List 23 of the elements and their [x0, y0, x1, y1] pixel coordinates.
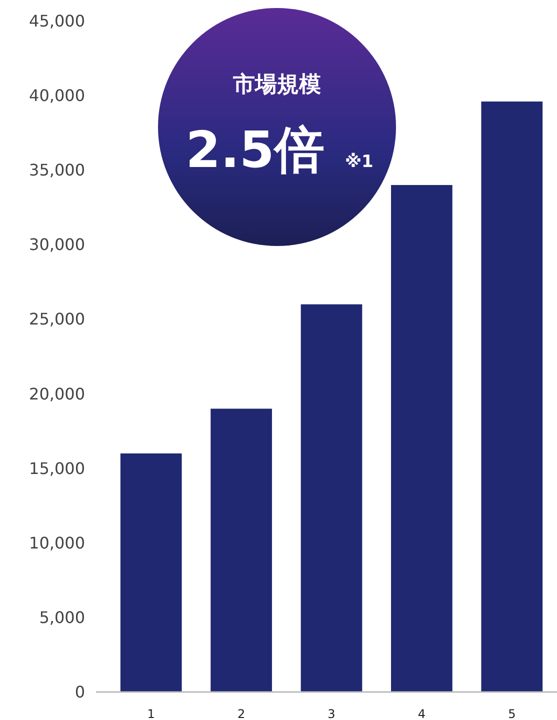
x-tick-label: 5 — [508, 707, 516, 720]
x-tick-label: 2 — [237, 707, 246, 720]
y-tick-label: 35,000 — [29, 160, 85, 180]
annotation: 市場規模 — [232, 72, 321, 98]
bar — [300, 304, 362, 692]
bar — [210, 408, 272, 692]
annotation: ※1 — [345, 152, 374, 172]
y-tick-label: 45,000 — [29, 12, 85, 30]
bar — [120, 453, 182, 692]
y-tick-label: 40,000 — [29, 86, 85, 106]
y-tick-label: 20,000 — [29, 384, 85, 404]
annotation: 2.5倍 — [186, 121, 324, 179]
bar — [391, 185, 452, 692]
y-tick-label: 10,000 — [29, 533, 85, 552]
x-tick-label: 3 — [328, 707, 336, 720]
y-tick-label: 5,000 — [39, 608, 85, 627]
y-tick-label: 30,000 — [29, 235, 85, 254]
y-tick-label: 25,000 — [29, 310, 85, 329]
x-tick-label: 1 — [147, 707, 155, 720]
y-tick-label: 0 — [74, 682, 85, 702]
y-tick-label: 15,000 — [29, 458, 85, 478]
bar — [481, 102, 543, 692]
x-tick-label: 4 — [418, 707, 426, 720]
